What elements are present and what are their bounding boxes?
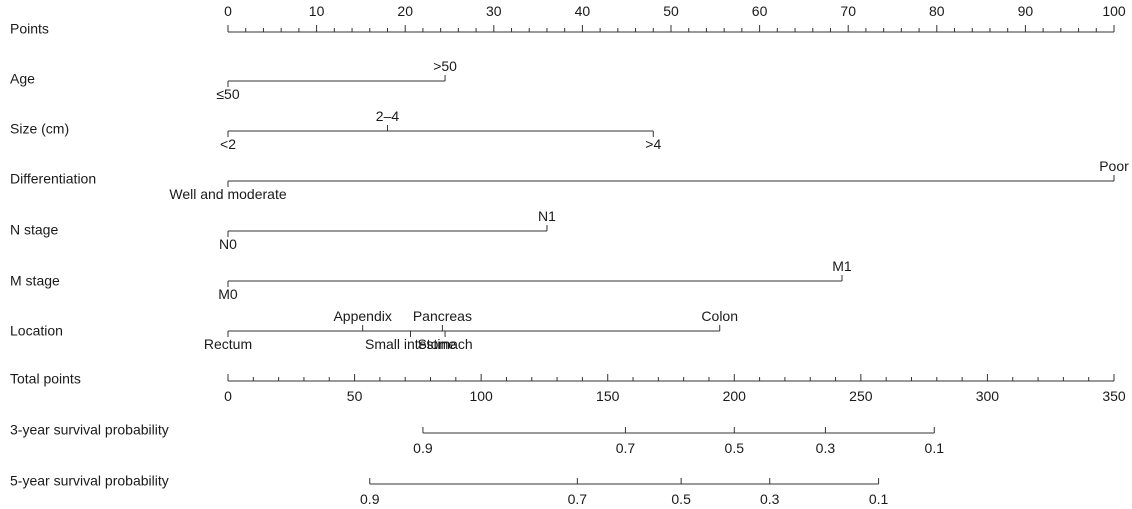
points-axis: 0 10 20 30 40 50 60 70 80 90 100: [224, 3, 1126, 33]
row-label-n-stage: N stage: [10, 222, 58, 238]
points-tick-label: 80: [929, 3, 945, 19]
level-label-rectum: Rectum: [204, 336, 252, 352]
predictor-m-stage: M0 M1: [218, 258, 852, 302]
points-tick-label: 50: [663, 3, 679, 19]
points-tick-label: 0: [224, 3, 232, 19]
survival-tick-label: 0.1: [925, 440, 945, 456]
total-tick-label: 300: [976, 388, 1000, 404]
row-label-location: Location: [10, 323, 63, 339]
points-tick-label: 70: [840, 3, 856, 19]
total-tick-label: 100: [469, 388, 493, 404]
predictor-age: ≤50 >50: [216, 58, 457, 102]
total-tick-label: 0: [224, 388, 232, 404]
total-tick-label: 150: [596, 388, 620, 404]
points-tick-label: 60: [752, 3, 768, 19]
total-points-axis: 0 50 100 150 200 250 300 350: [224, 374, 1126, 404]
row-label-differentiation: Differentiation: [10, 171, 96, 187]
level-label-poor: Poor: [1099, 158, 1129, 174]
level-label-m1: M1: [832, 258, 852, 274]
survival-axis-3-year-survival-probability: 0.9 0.7 0.5 0.3 0.1: [413, 427, 944, 456]
points-tick-label: 30: [486, 3, 502, 19]
row-labels: Points Age Size (cm) Differentiation N stage…: [10, 21, 169, 489]
level-label-50: >50: [433, 58, 457, 74]
level-label-m0: M0: [218, 286, 238, 302]
survival-axis-5-year-survival-probability: 0.9 0.7 0.5 0.3 0.1: [360, 478, 889, 507]
survival-tick-label: 0.3: [760, 491, 780, 507]
row-label-m-stage: M stage: [10, 273, 60, 289]
level-label-colon: Colon: [701, 308, 738, 324]
survival-tick-label: 0.5: [725, 440, 745, 456]
points-tick-label: 20: [397, 3, 413, 19]
level-label-well-and-moderate: Well and moderate: [169, 186, 286, 202]
level-label-50: ≤50: [216, 86, 239, 102]
level-label-pancreas: Pancreas: [413, 308, 472, 324]
level-label-2-4: 2–4: [376, 108, 400, 124]
row-label-5-year-survival-probability: 5-year survival probability: [10, 473, 169, 489]
total-tick-label: 350: [1102, 388, 1126, 404]
level-label-4: >4: [645, 136, 661, 152]
survival-tick-label: 0.5: [671, 491, 691, 507]
points-tick-label: 40: [575, 3, 591, 19]
level-label-2: <2: [220, 136, 236, 152]
predictor-n-stage: N0 N1: [219, 208, 556, 252]
row-label-points: Points: [10, 21, 49, 37]
level-label-stomach: Stomach: [417, 336, 472, 352]
row-label-3-year-survival-probability: 3-year survival probability: [10, 422, 169, 438]
level-label-n0: N0: [219, 236, 237, 252]
level-label-small-intestine: Small intestine: [365, 336, 456, 352]
row-label-total-points: Total points: [10, 371, 81, 387]
row-label-size-cm: Size (cm): [10, 121, 69, 137]
survival-tick-label: 0.1: [869, 491, 889, 507]
level-label-appendix: Appendix: [333, 308, 391, 324]
survival-tick-label: 0.7: [568, 491, 588, 507]
level-label-n1: N1: [538, 208, 556, 224]
predictor-differentiation: Well and moderate Poor: [169, 158, 1129, 202]
survival-tick-label: 0.7: [616, 440, 636, 456]
survival-probability-axes: 0.9 0.7 0.5 0.3 0.1 0.9 0.7 0.5 0.3 0.1: [360, 427, 944, 507]
total-tick-label: 50: [347, 388, 363, 404]
row-label-age: Age: [10, 71, 35, 87]
survival-tick-label: 0.9: [413, 440, 433, 456]
predictor-size-cm: <2 2–4 >4: [220, 108, 661, 152]
total-tick-label: 200: [723, 388, 747, 404]
points-tick-label: 100: [1102, 3, 1126, 19]
points-tick-label: 10: [309, 3, 325, 19]
total-tick-label: 250: [849, 388, 873, 404]
points-tick-label: 90: [1018, 3, 1034, 19]
survival-tick-label: 0.9: [360, 491, 380, 507]
predictor-location: Rectum Appendix Small intestine Pancreas Sto…: [204, 308, 738, 352]
predictor-scales: ≤50 >50 <2 2–4 >4 Well and moderate Poor N0 N1 M0…: [169, 58, 1129, 352]
survival-tick-label: 0.3: [816, 440, 836, 456]
